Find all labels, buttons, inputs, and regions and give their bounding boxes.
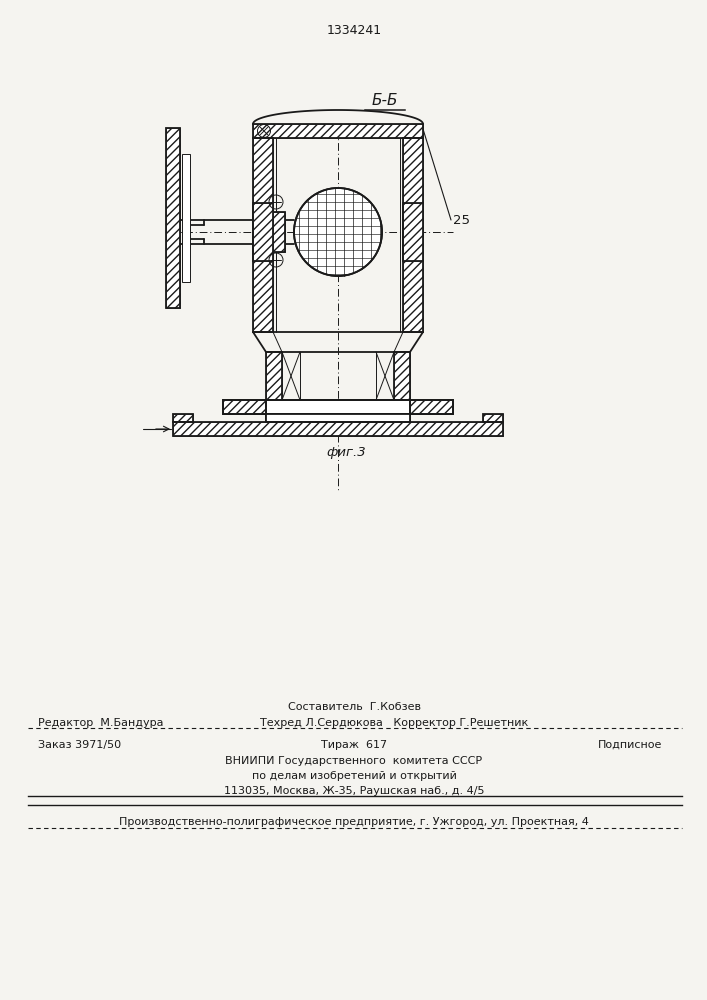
Bar: [223, 400, 266, 414]
Bar: [483, 414, 503, 422]
Text: 113035, Москва, Ж-35, Раушская наб., д. 4/5: 113035, Москва, Ж-35, Раушская наб., д. …: [223, 786, 484, 796]
Bar: [223, 400, 266, 414]
Text: Заказ 3971/50: Заказ 3971/50: [38, 740, 121, 750]
Bar: [266, 414, 410, 422]
Bar: [166, 128, 180, 308]
Bar: [253, 124, 423, 138]
Bar: [266, 400, 410, 414]
Bar: [173, 422, 503, 436]
Bar: [253, 124, 423, 138]
Text: Тираж  617: Тираж 617: [321, 740, 387, 750]
Bar: [394, 352, 410, 400]
Text: 1334241: 1334241: [327, 24, 382, 37]
Bar: [263, 212, 285, 252]
Bar: [173, 414, 193, 422]
Bar: [253, 203, 273, 261]
Bar: [403, 203, 423, 261]
Bar: [263, 212, 285, 252]
Text: Б-Б: Б-Б: [372, 93, 398, 108]
Bar: [253, 203, 273, 261]
Text: по делам изобретений и открытий: по делам изобретений и открытий: [252, 771, 457, 781]
Bar: [394, 352, 410, 400]
Bar: [266, 352, 282, 400]
Bar: [173, 414, 193, 422]
Text: Подписное: Подписное: [598, 740, 662, 750]
Text: Редактор  М.Бандура: Редактор М.Бандура: [38, 718, 163, 728]
Circle shape: [294, 188, 382, 276]
Bar: [403, 138, 423, 332]
Text: фиг.3: фиг.3: [326, 446, 366, 459]
Bar: [483, 414, 503, 422]
Text: ВНИИПИ Государственного  комитета СССР: ВНИИПИ Государственного комитета СССР: [226, 756, 483, 766]
Bar: [403, 203, 423, 261]
Bar: [403, 138, 423, 332]
Bar: [166, 128, 180, 308]
Bar: [410, 400, 453, 414]
Text: Производственно-полиграфическое предприятие, г. Ужгород, ул. Проектная, 4: Производственно-полиграфическое предприя…: [119, 817, 589, 827]
Text: Составитель  Г.Кобзев: Составитель Г.Кобзев: [288, 702, 421, 712]
Bar: [266, 352, 282, 400]
Bar: [410, 400, 453, 414]
Bar: [182, 154, 190, 282]
Text: 25: 25: [453, 214, 470, 227]
Bar: [173, 422, 503, 436]
Text: Техред Л.Сердюкова   Корректор Г.Решетник: Техред Л.Сердюкова Корректор Г.Решетник: [260, 718, 528, 728]
Bar: [253, 138, 273, 332]
Bar: [253, 138, 273, 332]
